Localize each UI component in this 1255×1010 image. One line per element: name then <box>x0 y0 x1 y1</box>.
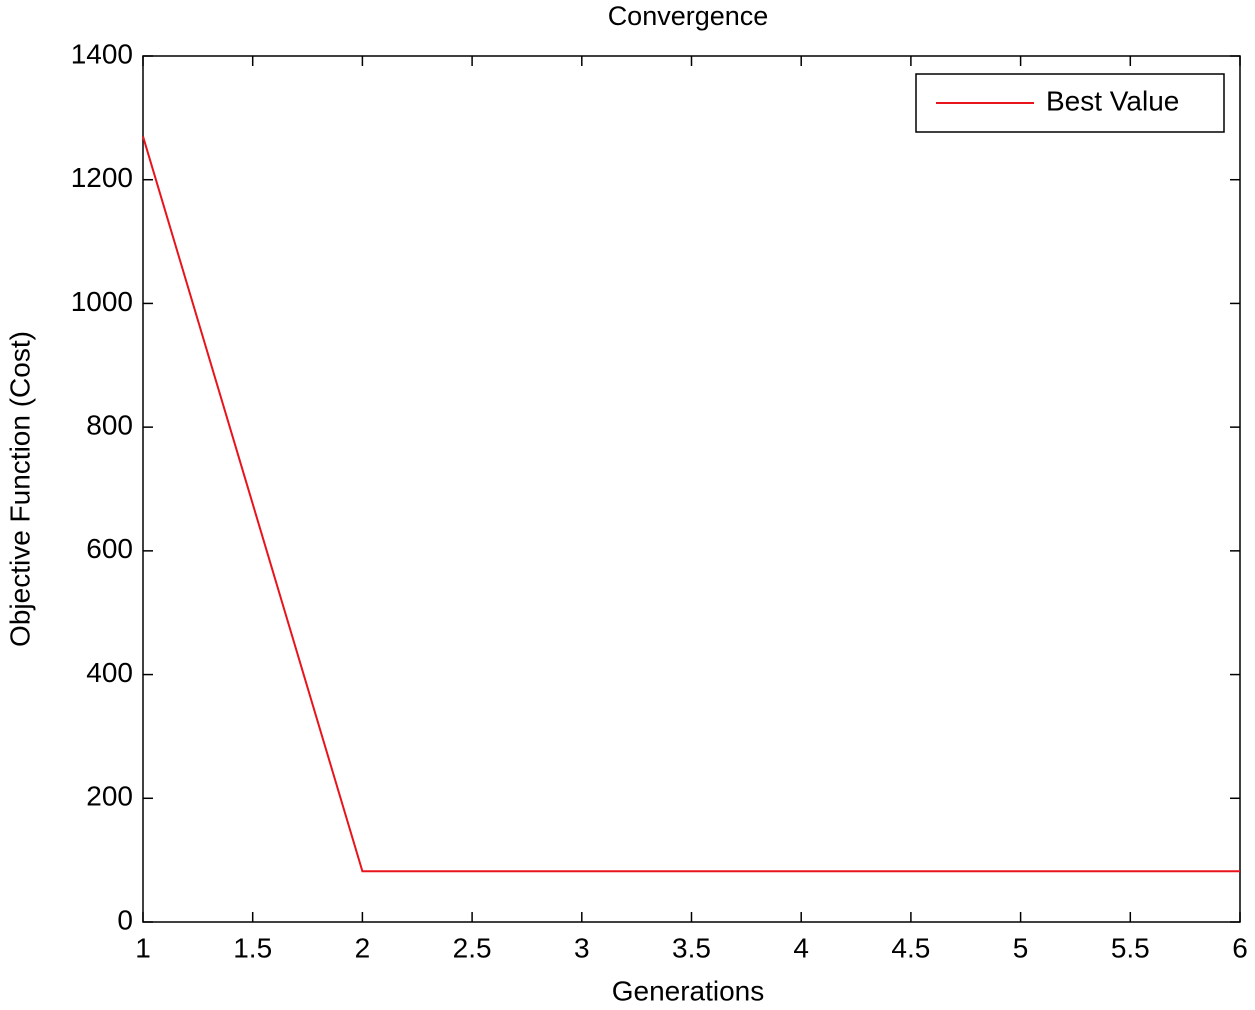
x-tick-label: 5 <box>1013 932 1029 963</box>
chart-title: Convergence <box>608 1 769 31</box>
x-axis-label: Generations <box>612 975 765 1006</box>
x-tick-label: 2 <box>355 932 371 963</box>
data-line <box>142 136 1240 873</box>
x-tick-label: 3.5 <box>672 932 711 963</box>
legend-label: Best Value <box>1046 85 1179 116</box>
y-tick-label: 400 <box>86 657 133 688</box>
y-tick-label: 1000 <box>71 286 133 317</box>
plot-area <box>142 55 1241 923</box>
y-tick-label: 1400 <box>71 38 133 69</box>
x-tick-label: 2.5 <box>453 932 492 963</box>
x-tick-label: 4.5 <box>891 932 930 963</box>
y-tick-label: 800 <box>86 410 133 441</box>
x-tick-label: 1 <box>135 932 151 963</box>
x-tick-label: 3 <box>574 932 590 963</box>
x-tick-label: 4 <box>793 932 809 963</box>
y-tick-label: 1200 <box>71 162 133 193</box>
y-tick-label: 0 <box>117 904 133 935</box>
y-axis-label: Objective Function (Cost) <box>4 331 35 647</box>
y-tick-label: 200 <box>86 781 133 812</box>
x-tick-label: 1.5 <box>233 932 272 963</box>
x-tick-label: 6 <box>1232 932 1248 963</box>
x-tick-label: 5.5 <box>1111 932 1150 963</box>
y-tick-label: 600 <box>86 533 133 564</box>
